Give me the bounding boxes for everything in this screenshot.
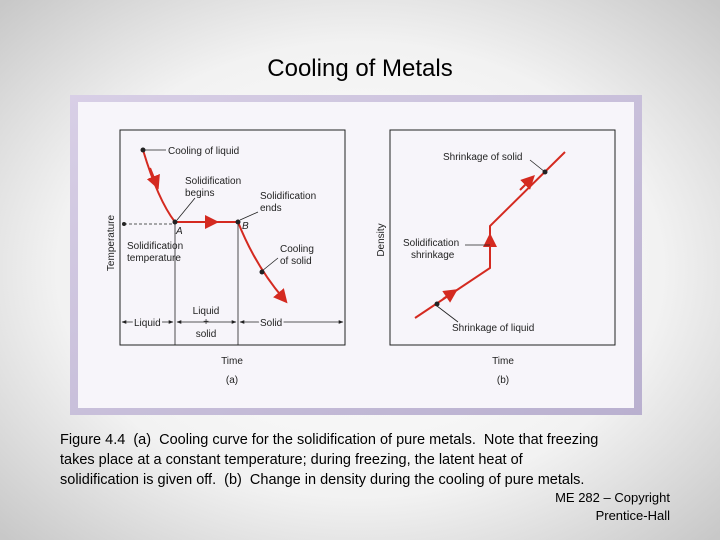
arrow [519, 175, 535, 191]
label: Solidification [260, 191, 316, 202]
dot [235, 219, 241, 225]
label: temperature [127, 253, 181, 264]
label: solid [196, 329, 217, 340]
dot [542, 169, 548, 175]
y-axis-label: Density [376, 223, 387, 256]
leader [261, 257, 279, 272]
axes-box [389, 129, 616, 346]
label: Shrinkage of solid [443, 152, 523, 163]
label: of solid [280, 256, 312, 267]
label: Shrinkage of liquid [452, 323, 534, 334]
caption-line: Figure 4.4 (a) Cooling curve for the sol… [60, 432, 598, 448]
dot [172, 219, 178, 225]
label: shrinkage [411, 250, 455, 261]
x-axis-label: Time [221, 356, 243, 367]
footer: ME 282 – Copyright [555, 490, 670, 505]
label: Solidification [185, 176, 241, 187]
caption-line: takes place at a constant temperature; d… [60, 452, 524, 468]
leader [529, 159, 546, 173]
dot [140, 147, 146, 153]
label: Cooling [280, 244, 314, 255]
footer: Prentice-Hall [596, 508, 671, 523]
panel-caption: (b) [497, 375, 509, 386]
label: Solid [260, 318, 282, 329]
title: Cooling of Metals [267, 55, 452, 82]
label: Solidification [127, 241, 183, 252]
leader [239, 211, 259, 221]
figure-panel [78, 102, 634, 408]
curve [237, 221, 288, 304]
leader [436, 305, 459, 323]
panel-a: Cooling of liquid Solidification begins … [106, 129, 346, 386]
leader [176, 197, 196, 221]
label: Liquid [193, 306, 220, 317]
y-axis-label: Temperature [106, 214, 117, 271]
curve [142, 149, 176, 223]
label: + [203, 317, 209, 328]
label: Liquid [134, 318, 161, 329]
panel-caption: (a) [226, 375, 238, 386]
label: Solidification [403, 238, 459, 249]
label: begins [185, 188, 214, 199]
label: ends [260, 203, 282, 214]
caption-line: solidification is given off. (b) Change … [60, 472, 584, 488]
label: A [175, 226, 183, 237]
dot [259, 269, 265, 275]
label: Cooling of liquid [168, 146, 239, 157]
x-axis-label: Time [492, 356, 514, 367]
label: B [242, 221, 249, 232]
arrow [146, 167, 160, 190]
dot [122, 222, 126, 226]
dot [434, 301, 440, 307]
axes-box [119, 129, 346, 346]
arrow [442, 289, 458, 303]
panel-b: Shrinkage of solid Solidification shrink… [376, 129, 616, 386]
